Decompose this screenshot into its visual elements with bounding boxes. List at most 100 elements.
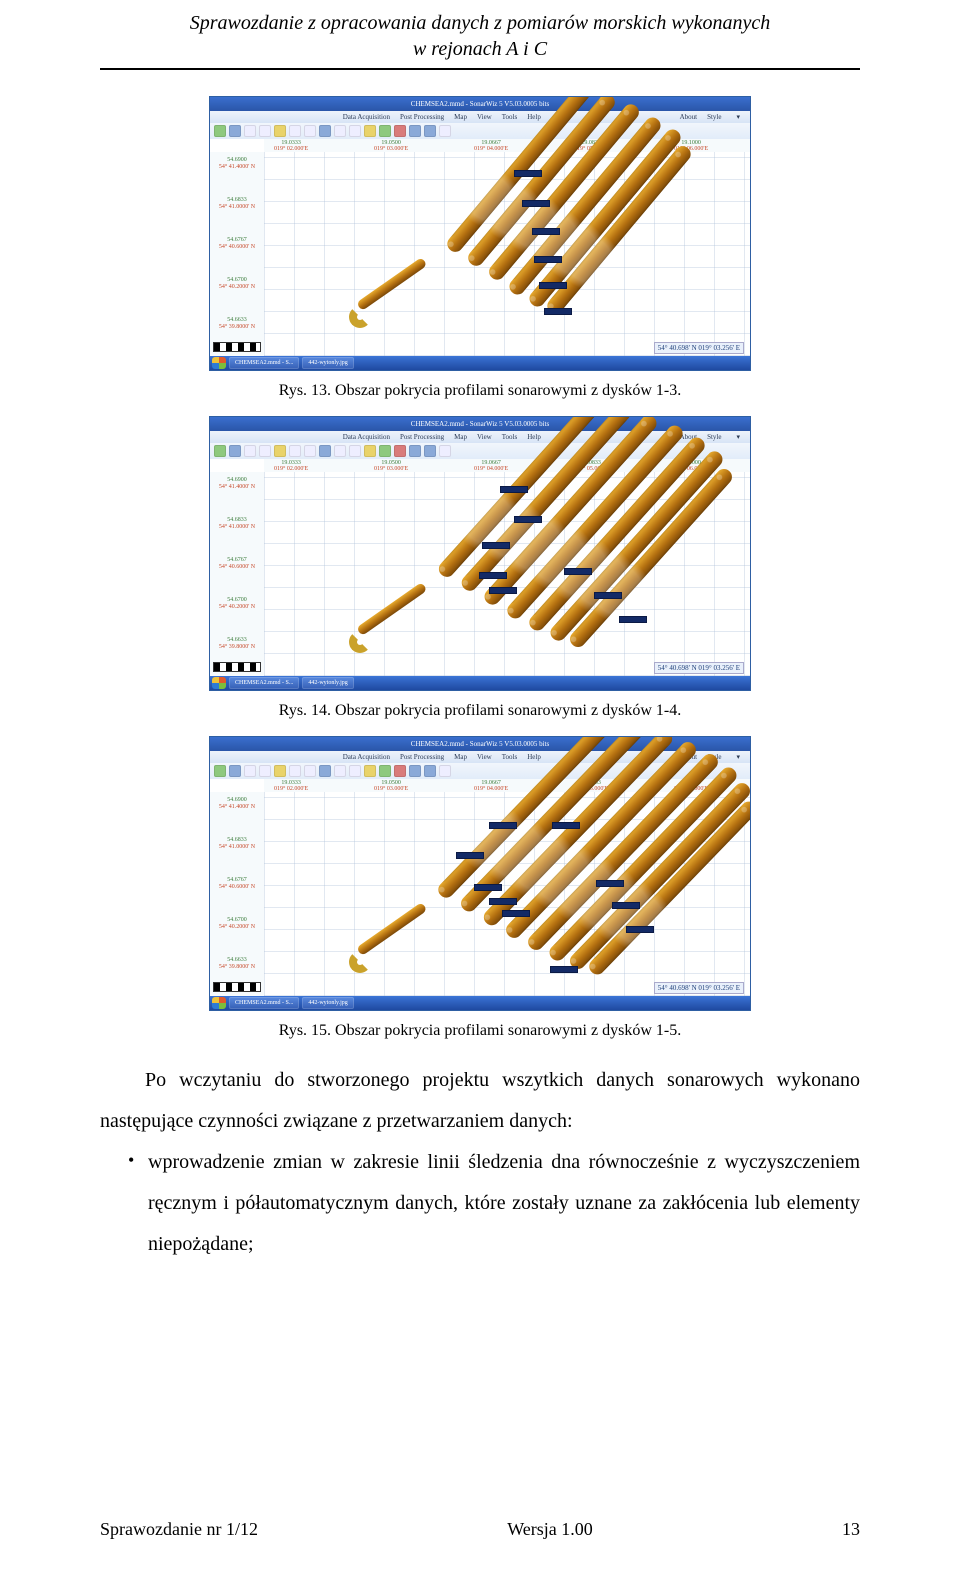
menu-item[interactable]: View — [477, 433, 492, 441]
toolbar-icon[interactable] — [334, 125, 346, 137]
profile-label[interactable] — [552, 822, 580, 829]
profile-label[interactable] — [456, 852, 484, 859]
toolbar-icon[interactable] — [349, 125, 361, 137]
menu-item[interactable]: Data Acquisition — [343, 113, 390, 121]
menu-item[interactable]: View — [477, 113, 492, 121]
profile-label[interactable] — [500, 486, 528, 493]
menu-item[interactable]: Map — [454, 433, 467, 441]
toolbar-icon[interactable] — [259, 765, 271, 777]
profile-label[interactable] — [474, 884, 502, 891]
menu-item[interactable]: Help — [527, 433, 541, 441]
profile-label[interactable] — [514, 170, 542, 177]
taskbar-button[interactable]: 442-wytonly.jpg — [302, 997, 353, 1009]
toolbar-icon[interactable] — [439, 765, 451, 777]
toolbar-icon[interactable] — [289, 125, 301, 137]
toolbar-icon[interactable] — [349, 765, 361, 777]
profile-label[interactable] — [479, 572, 507, 579]
toolbar-icon[interactable] — [334, 445, 346, 457]
profile-label[interactable] — [550, 966, 578, 973]
toolbar-icon[interactable] — [364, 765, 376, 777]
profile-label[interactable] — [534, 256, 562, 263]
start-button[interactable] — [212, 357, 226, 369]
profile-label[interactable] — [489, 822, 517, 829]
menu-item[interactable]: Map — [454, 113, 467, 121]
menu-item[interactable]: Help — [527, 113, 541, 121]
toolbar-icon[interactable] — [319, 125, 331, 137]
toolbar-icon[interactable] — [394, 765, 406, 777]
toolbar-icon[interactable] — [229, 125, 241, 137]
style-dropdown[interactable]: Style — [707, 431, 740, 443]
toolbar-icon[interactable] — [274, 765, 286, 777]
toolbar-icon[interactable] — [274, 445, 286, 457]
toolbar-icon[interactable] — [379, 125, 391, 137]
menu-item[interactable]: View — [477, 753, 492, 761]
toolbar-icon[interactable] — [274, 125, 286, 137]
menu-item[interactable]: Post Processing — [400, 753, 444, 761]
toolbar-icon[interactable] — [349, 445, 361, 457]
menu-item[interactable]: Post Processing — [400, 433, 444, 441]
menu-item[interactable]: Tools — [502, 433, 517, 441]
toolbar-icon[interactable] — [244, 445, 256, 457]
taskbar-button[interactable]: CHEMSEA2.mmd - S... — [229, 357, 299, 369]
profile-label[interactable] — [489, 898, 517, 905]
toolbar-icon[interactable] — [364, 125, 376, 137]
toolbar-icon[interactable] — [304, 125, 316, 137]
toolbar-icon[interactable] — [379, 765, 391, 777]
toolbar-icon[interactable] — [424, 445, 436, 457]
toolbar-icon[interactable] — [289, 765, 301, 777]
map-plot[interactable] — [264, 792, 750, 996]
profile-label[interactable] — [482, 542, 510, 549]
toolbar-icon[interactable] — [229, 765, 241, 777]
toolbar-icon[interactable] — [214, 125, 226, 137]
toolbar-icon[interactable] — [319, 765, 331, 777]
menu-item[interactable]: Data Acquisition — [343, 753, 390, 761]
toolbar-icon[interactable] — [409, 765, 421, 777]
menu-item[interactable]: Data Acquisition — [343, 433, 390, 441]
map-plot[interactable] — [264, 472, 750, 676]
toolbar-icon[interactable] — [394, 125, 406, 137]
toolbar-icon[interactable] — [439, 125, 451, 137]
toolbar-icon[interactable] — [304, 765, 316, 777]
start-button[interactable] — [212, 677, 226, 689]
toolbar-icon[interactable] — [214, 765, 226, 777]
taskbar-button[interactable]: 442-wytonly.jpg — [302, 357, 353, 369]
profile-label[interactable] — [594, 592, 622, 599]
toolbar-icon[interactable] — [394, 445, 406, 457]
toolbar-icon[interactable] — [229, 445, 241, 457]
taskbar-button[interactable]: 442-wytonly.jpg — [302, 677, 353, 689]
menu-item[interactable]: Tools — [502, 753, 517, 761]
profile-label[interactable] — [502, 910, 530, 917]
toolbar-icon[interactable] — [244, 765, 256, 777]
menu-item[interactable]: Map — [454, 753, 467, 761]
toolbar-icon[interactable] — [334, 765, 346, 777]
toolbar-icon[interactable] — [439, 445, 451, 457]
menu-item[interactable]: Post Processing — [400, 113, 444, 121]
profile-label[interactable] — [564, 568, 592, 575]
toolbar-icon[interactable] — [244, 125, 256, 137]
toolbar-icon[interactable] — [319, 445, 331, 457]
toolbar-icon[interactable] — [409, 445, 421, 457]
profile-label[interactable] — [596, 880, 624, 887]
toolbar-icon[interactable] — [304, 445, 316, 457]
toolbar-icon[interactable] — [409, 125, 421, 137]
toolbar-icon[interactable] — [259, 445, 271, 457]
profile-label[interactable] — [522, 200, 550, 207]
toolbar-icon[interactable] — [364, 445, 376, 457]
toolbar-icon[interactable] — [214, 445, 226, 457]
taskbar-button[interactable]: CHEMSEA2.mmd - S... — [229, 677, 299, 689]
about-button[interactable]: About — [680, 111, 698, 123]
profile-label[interactable] — [532, 228, 560, 235]
window-titlebar[interactable]: CHEMSEA2.mmd - SonarWiz 5 V5.03.0005 bit… — [210, 97, 750, 111]
profile-label[interactable] — [539, 282, 567, 289]
toolbar-icon[interactable] — [289, 445, 301, 457]
profile-label[interactable] — [619, 616, 647, 623]
profile-label[interactable] — [489, 587, 517, 594]
profile-label[interactable] — [514, 516, 542, 523]
map-plot[interactable] — [264, 152, 750, 356]
toolbar-icon[interactable] — [259, 125, 271, 137]
menu-item[interactable]: Help — [527, 753, 541, 761]
toolbar-icon[interactable] — [379, 445, 391, 457]
profile-label[interactable] — [626, 926, 654, 933]
taskbar-button[interactable]: CHEMSEA2.mmd - S... — [229, 997, 299, 1009]
toolbar-icon[interactable] — [424, 125, 436, 137]
